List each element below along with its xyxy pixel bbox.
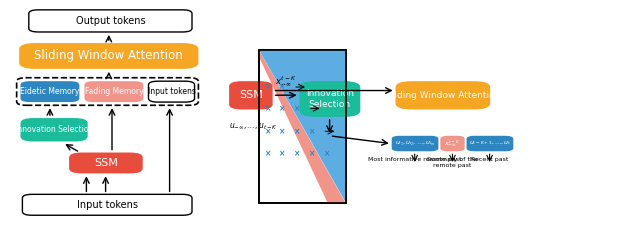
Text: SSM: SSM <box>239 90 263 100</box>
FancyBboxPatch shape <box>69 153 143 173</box>
Text: SSM: SSM <box>94 158 118 168</box>
Text: Innovation
Selection: Innovation Selection <box>306 89 354 109</box>
Polygon shape <box>259 50 346 203</box>
Text: ×: × <box>293 150 300 159</box>
Text: $u_{t-K+1}, \ldots, u_t$: $u_{t-K+1}, \ldots, u_t$ <box>468 140 511 147</box>
FancyBboxPatch shape <box>300 81 360 117</box>
Text: ×: × <box>278 127 285 136</box>
FancyBboxPatch shape <box>440 136 465 151</box>
Text: Input tokens: Input tokens <box>77 200 138 210</box>
FancyBboxPatch shape <box>229 81 273 109</box>
Text: $u_{-\infty}, \ldots, u_{t-K}$: $u_{-\infty}, \ldots, u_{t-K}$ <box>229 122 278 132</box>
Text: Fading Memory: Fading Memory <box>84 87 143 96</box>
Text: $x_{-\infty}^{t-K}$: $x_{-\infty}^{t-K}$ <box>275 75 296 89</box>
Text: Summary of the
remote past: Summary of the remote past <box>427 157 478 168</box>
Polygon shape <box>259 50 346 203</box>
Text: Input tokens: Input tokens <box>148 87 195 96</box>
FancyBboxPatch shape <box>396 81 490 109</box>
Text: ×: × <box>293 127 300 136</box>
FancyBboxPatch shape <box>20 81 79 102</box>
Text: ×: × <box>323 150 329 159</box>
Bar <box>259 50 346 203</box>
FancyBboxPatch shape <box>22 194 192 215</box>
Text: ×: × <box>278 83 285 92</box>
Text: Most informative remote past: Most informative remote past <box>368 157 461 162</box>
Text: Innovation Selection: Innovation Selection <box>15 125 93 134</box>
Text: ×: × <box>264 127 270 136</box>
Text: ×: × <box>264 83 270 92</box>
Text: $x_{-\infty}^{t-K}$: $x_{-\infty}^{t-K}$ <box>444 138 461 149</box>
Bar <box>259 50 346 203</box>
FancyBboxPatch shape <box>29 10 192 32</box>
Text: ×: × <box>293 104 300 113</box>
Text: $u_{i_1}, u_{i_2}, \ldots, u_{i_m}$: $u_{i_1}, u_{i_2}, \ldots, u_{i_m}$ <box>395 139 435 148</box>
Text: ×: × <box>308 127 314 136</box>
FancyBboxPatch shape <box>467 136 513 151</box>
Text: ×: × <box>264 104 270 113</box>
Text: Output tokens: Output tokens <box>76 16 145 26</box>
Text: Sliding Window Attention: Sliding Window Attention <box>386 91 500 100</box>
FancyBboxPatch shape <box>392 136 438 151</box>
Text: ×: × <box>308 150 314 159</box>
Text: ×: × <box>278 150 285 159</box>
FancyBboxPatch shape <box>19 43 198 69</box>
Text: ×: × <box>264 150 270 159</box>
Text: Sliding Window Attention: Sliding Window Attention <box>35 49 183 62</box>
FancyBboxPatch shape <box>148 81 195 102</box>
FancyBboxPatch shape <box>20 118 88 141</box>
Text: Eidetic Memory: Eidetic Memory <box>20 87 79 96</box>
FancyBboxPatch shape <box>84 81 143 102</box>
Text: ×: × <box>278 104 285 113</box>
Text: Recent past: Recent past <box>471 157 508 162</box>
